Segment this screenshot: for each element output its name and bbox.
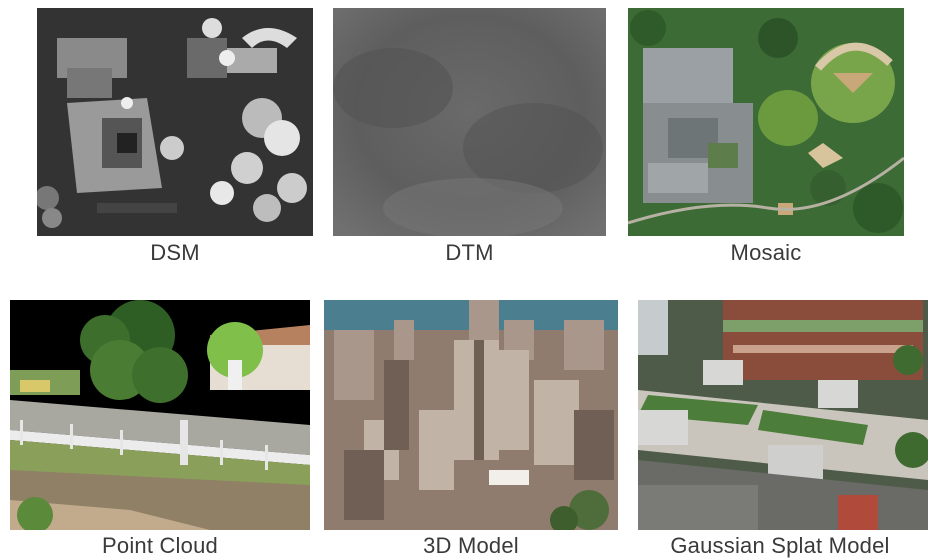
point-cloud-caption: Point Cloud — [102, 533, 218, 558]
gaussian-splat-image — [638, 300, 928, 530]
mosaic-image — [628, 8, 904, 236]
dsm-caption: DSM — [150, 240, 200, 265]
dtm-caption: DTM — [445, 240, 494, 265]
dsm-image — [37, 8, 313, 236]
gaussian-splat-caption: Gaussian Splat Model — [670, 533, 890, 558]
dtm-image — [333, 8, 606, 236]
point-cloud-image — [10, 300, 310, 530]
3d-model-image — [324, 300, 618, 530]
3d-model-caption: 3D Model — [423, 533, 519, 558]
mosaic-caption: Mosaic — [730, 240, 802, 265]
